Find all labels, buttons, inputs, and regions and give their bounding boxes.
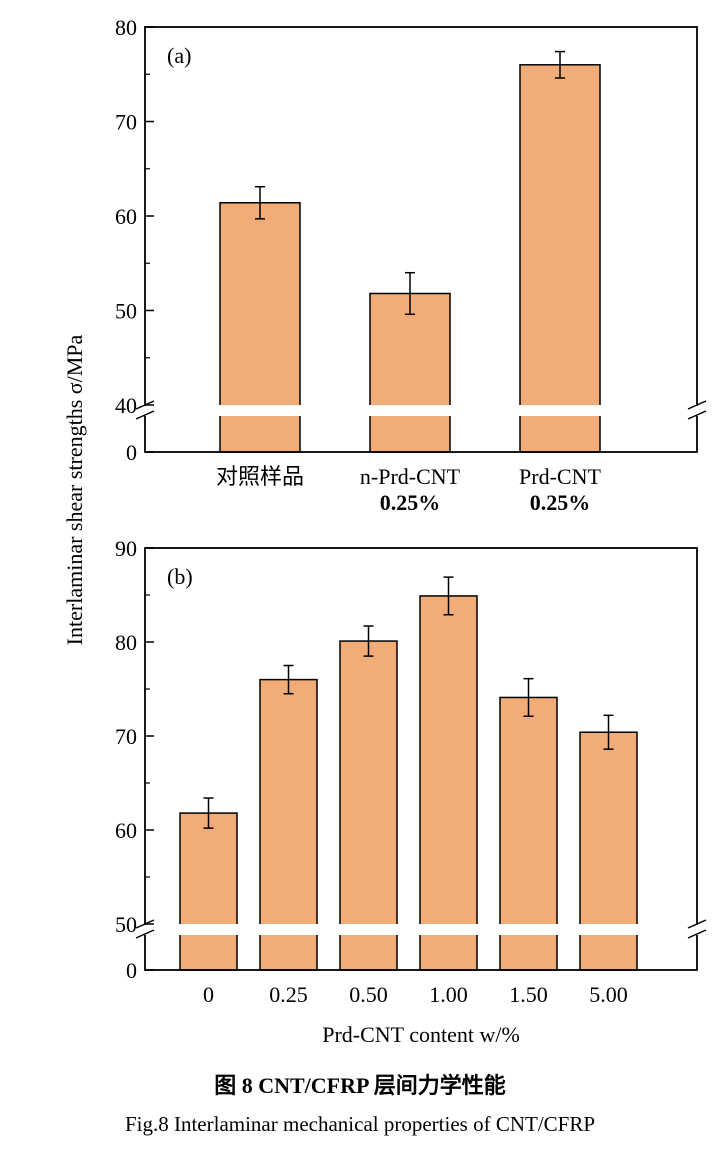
x-tick-label: 0 bbox=[203, 982, 214, 1007]
y-tick-label: 0 bbox=[126, 958, 137, 983]
panel-label: (b) bbox=[167, 564, 193, 589]
panel-a: 对照样品 n-Prd-CNT0.25%Prd-CNT0.25%0405060708… bbox=[115, 15, 707, 515]
break-gap-right bbox=[695, 925, 699, 935]
y-tick-label: 80 bbox=[115, 15, 137, 40]
break-gap-right bbox=[695, 406, 699, 416]
axis-break-mark bbox=[135, 929, 155, 939]
x-tick-label: 1.50 bbox=[509, 982, 548, 1007]
break-gap-left bbox=[143, 925, 147, 935]
axis-break-mark bbox=[687, 929, 707, 939]
y-tick-label: 90 bbox=[115, 536, 137, 561]
y-tick-label: 80 bbox=[115, 630, 137, 655]
x-tick-label: 0.25 bbox=[269, 982, 308, 1007]
break-gap-left bbox=[143, 406, 147, 416]
caption-cn: 图 8 CNT/CFRP 层间力学性能 bbox=[214, 1073, 506, 1098]
x-tick-label: 5.00 bbox=[589, 982, 628, 1007]
bar bbox=[179, 812, 238, 971]
y-tick-label: 50 bbox=[115, 299, 137, 324]
panel-b: 0 0.25 0.50 1.00 1.50 5.00 0 50 60 70 80 90 (b) Prd-C… bbox=[115, 536, 707, 1047]
y-tick-label: 50 bbox=[115, 912, 137, 937]
y-axis-label: Interlaminar shear strengths σ/MPa bbox=[62, 334, 87, 645]
y-tick-label: 70 bbox=[115, 110, 137, 135]
axis-break-band bbox=[146, 405, 696, 416]
axis-break-band bbox=[146, 924, 696, 935]
bar bbox=[519, 64, 601, 453]
x-tick-label: 0.25% bbox=[380, 490, 441, 515]
bar bbox=[369, 292, 451, 453]
x-tick-label: n-Prd-CNT bbox=[360, 464, 461, 489]
bar bbox=[419, 595, 478, 971]
x-tick-label: 1.00 bbox=[429, 982, 468, 1007]
x-axis-label: Prd-CNT content w/% bbox=[322, 1022, 520, 1047]
x-tick-label: 对照样品 bbox=[216, 464, 304, 489]
x-tick-label: 0.50 bbox=[349, 982, 388, 1007]
y-tick-label: 60 bbox=[115, 818, 137, 843]
caption-en: Fig.8 Interlaminar mechanical properties… bbox=[124, 1112, 596, 1136]
panel-label: (a) bbox=[167, 43, 191, 68]
y-tick-label: 70 bbox=[115, 724, 137, 749]
plot-frame bbox=[144, 26, 698, 453]
axis-break-mark bbox=[687, 410, 707, 420]
y-tick-label: 60 bbox=[115, 204, 137, 229]
bar bbox=[339, 640, 398, 971]
axis-break-mark bbox=[135, 410, 155, 420]
y-tick-label: 0 bbox=[126, 440, 137, 465]
x-tick-label: 0.25% bbox=[530, 490, 591, 515]
y-tick-label: 40 bbox=[115, 393, 137, 418]
axis-break-mark bbox=[687, 400, 707, 410]
axis-break-mark bbox=[687, 919, 707, 929]
x-tick-label: Prd-CNT bbox=[519, 464, 601, 489]
plot-frame bbox=[144, 547, 698, 971]
